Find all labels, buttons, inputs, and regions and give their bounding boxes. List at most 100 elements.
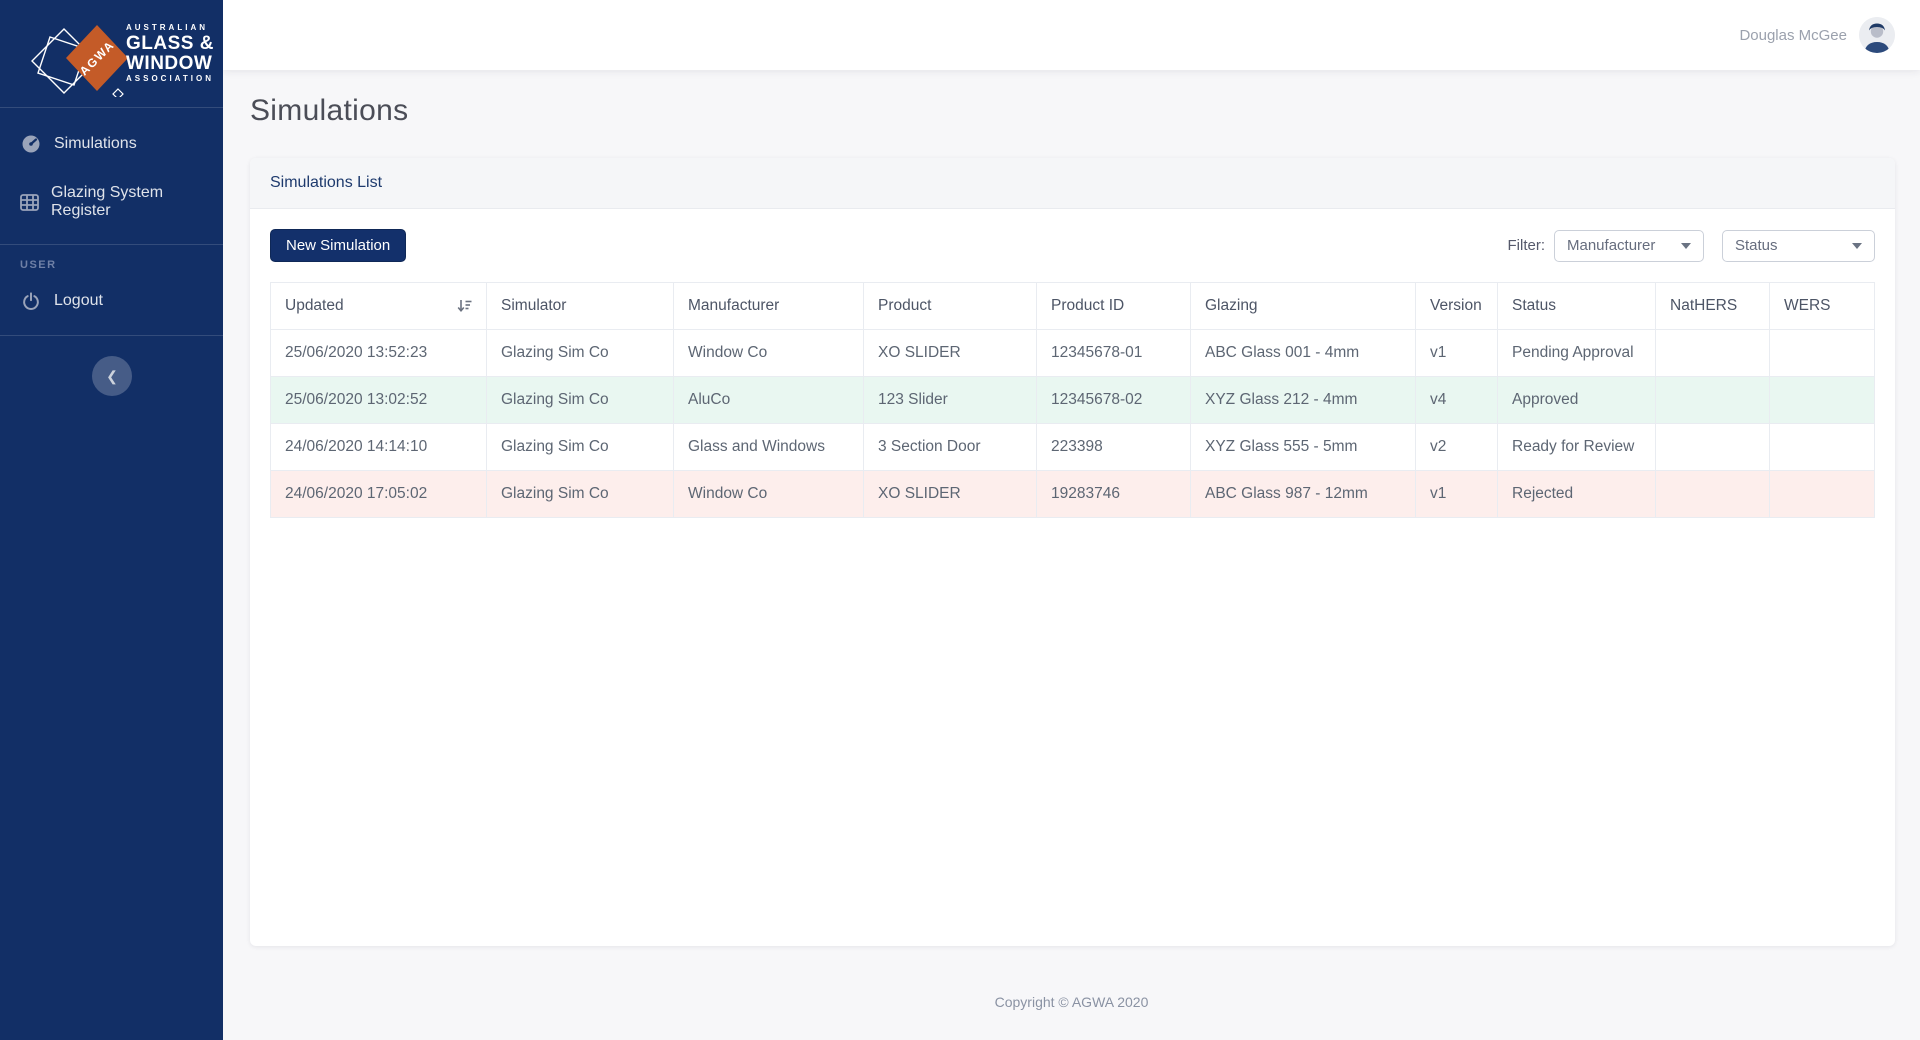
cell-manufacturer: Window Co [673, 329, 864, 377]
cell-product-id: 19283746 [1036, 470, 1191, 518]
cell-manufacturer: Window Co [673, 470, 864, 518]
card-header: Simulations List [250, 158, 1895, 209]
filter-label: Filter: [1507, 237, 1546, 254]
logo-line-window: WINDOW [126, 53, 213, 74]
filter-group: Filter: Manufacturer Status [1507, 229, 1875, 262]
chevron-left-icon: ❮ [106, 367, 118, 384]
cell-simulator: Glazing Sim Co [486, 329, 674, 377]
col-header-nathers[interactable]: NatHERS [1655, 282, 1770, 330]
main-content: Douglas McGee Simulations Simulations Li… [223, 0, 1920, 1040]
logout-label: Logout [54, 292, 103, 309]
col-header-label: Updated [285, 297, 344, 314]
col-header-updated[interactable]: Updated [270, 282, 487, 330]
cell-glazing: XYZ Glass 555 - 5mm [1190, 423, 1416, 471]
cell-status: Rejected [1497, 470, 1656, 518]
table-row[interactable]: 24/06/2020 14:14:10 Glazing Sim Co Glass… [270, 423, 1875, 471]
cell-simulator: Glazing Sim Co [486, 470, 674, 518]
user-name[interactable]: Douglas McGee [1739, 26, 1847, 44]
col-header-status[interactable]: Status [1497, 282, 1656, 330]
sidebar-collapse-button[interactable]: ❮ [92, 356, 132, 396]
cell-product-id: 12345678-02 [1036, 376, 1191, 424]
status-filter-value: Status [1735, 237, 1778, 254]
logo-line-australian: AUSTRALIAN [126, 23, 208, 32]
table-row[interactable]: 25/06/2020 13:02:52 Glazing Sim Co AluCo… [270, 376, 1875, 424]
cell-status: Ready for Review [1497, 423, 1656, 471]
cell-wers [1769, 470, 1875, 518]
table-header-row: Updated Simulator M [270, 282, 1875, 330]
cell-updated: 25/06/2020 13:02:52 [270, 376, 487, 424]
cell-manufacturer: AluCo [673, 376, 864, 424]
copyright-text: Copyright © AGWA 2020 [994, 994, 1149, 1010]
cell-product: XO SLIDER [863, 470, 1037, 518]
cell-product-id: 223398 [1036, 423, 1191, 471]
manufacturer-filter-value: Manufacturer [1567, 237, 1656, 254]
sidebar-item-label: Simulations [54, 135, 137, 152]
cell-updated: 24/06/2020 14:14:10 [270, 423, 487, 471]
col-header-version[interactable]: Version [1415, 282, 1498, 330]
page-title: Simulations [250, 94, 409, 127]
col-header-product[interactable]: Product [863, 282, 1037, 330]
status-filter-select[interactable]: Status [1722, 229, 1875, 262]
cell-product: 123 Slider [863, 376, 1037, 424]
cell-updated: 25/06/2020 13:52:23 [270, 329, 487, 377]
manufacturer-filter-select[interactable]: Manufacturer [1554, 229, 1704, 262]
col-header-manufacturer[interactable]: Manufacturer [673, 282, 864, 330]
simulations-table: Updated Simulator M [270, 282, 1875, 518]
sidebar: AGWA AUSTRALIAN GLASS & WINDOW ASSOCIATI… [0, 0, 223, 1040]
toolbar: New Simulation Filter: Manufacturer Stat… [270, 229, 1875, 262]
table-row[interactable]: 25/06/2020 13:52:23 Glazing Sim Co Windo… [270, 329, 1875, 377]
user-avatar[interactable] [1859, 17, 1895, 53]
logo-wordmark: AUSTRALIAN GLASS & WINDOW ASSOCIATION [126, 22, 214, 85]
cell-wers [1769, 329, 1875, 377]
cell-nathers [1655, 470, 1770, 518]
cell-status: Approved [1497, 376, 1656, 424]
cell-glazing: XYZ Glass 212 - 4mm [1190, 376, 1416, 424]
cell-wers [1769, 423, 1875, 471]
col-header-wers[interactable]: WERS [1769, 282, 1875, 330]
cell-product-id: 12345678-01 [1036, 329, 1191, 377]
chevron-down-icon [1681, 242, 1691, 249]
new-simulation-button[interactable]: New Simulation [270, 229, 407, 262]
cell-version: v1 [1415, 470, 1498, 518]
sidebar-section-user: USER [20, 259, 57, 271]
cell-nathers [1655, 376, 1770, 424]
card-body: New Simulation Filter: Manufacturer Stat… [250, 209, 1895, 538]
sidebar-item-logout[interactable]: Logout [0, 283, 223, 319]
power-icon [20, 291, 42, 311]
cell-status: Pending Approval [1497, 329, 1656, 377]
cell-updated: 24/06/2020 17:05:02 [270, 470, 487, 518]
sidebar-item-simulations[interactable]: Simulations [0, 126, 223, 162]
col-header-product-id[interactable]: Product ID [1036, 282, 1191, 330]
cell-manufacturer: Glass and Windows [673, 423, 864, 471]
cell-version: v2 [1415, 423, 1498, 471]
col-header-simulator[interactable]: Simulator [486, 282, 674, 330]
sidebar-divider [0, 335, 223, 336]
topbar: Douglas McGee [223, 0, 1920, 70]
simulations-card: Simulations List New Simulation Filter: … [250, 158, 1895, 946]
cell-nathers [1655, 329, 1770, 377]
cell-wers [1769, 376, 1875, 424]
tachometer-icon [20, 134, 42, 154]
cell-product: XO SLIDER [863, 329, 1037, 377]
sidebar-nav: Simulations Glazing System Register [0, 126, 223, 228]
cell-nathers [1655, 423, 1770, 471]
cell-glazing: ABC Glass 001 - 4mm [1190, 329, 1416, 377]
sidebar-item-glazing-system-register[interactable]: Glazing System Register [0, 176, 223, 228]
agwa-logo-icon: AGWA [31, 24, 128, 97]
cell-simulator: Glazing Sim Co [486, 376, 674, 424]
logo-line-association: ASSOCIATION [126, 74, 214, 83]
logo-line-glass: GLASS & [126, 33, 214, 54]
cell-glazing: ABC Glass 987 - 12mm [1190, 470, 1416, 518]
cell-version: v4 [1415, 376, 1498, 424]
cell-product: 3 Section Door [863, 423, 1037, 471]
cell-version: v1 [1415, 329, 1498, 377]
col-header-glazing[interactable]: Glazing [1190, 282, 1416, 330]
table-icon [20, 192, 39, 212]
sort-icon [457, 300, 472, 313]
chevron-down-icon [1852, 242, 1862, 249]
sidebar-divider [0, 244, 223, 245]
sidebar-item-label: Glazing System Register [51, 184, 164, 219]
table-row[interactable]: 24/06/2020 17:05:02 Glazing Sim Co Windo… [270, 470, 1875, 518]
app-logo[interactable]: AGWA AUSTRALIAN GLASS & WINDOW ASSOCIATI… [0, 0, 223, 108]
cell-simulator: Glazing Sim Co [486, 423, 674, 471]
